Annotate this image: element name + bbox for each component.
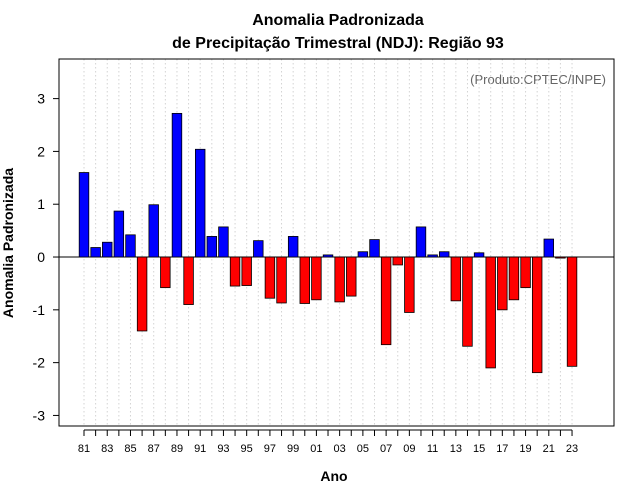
bar-91 <box>194 148 206 258</box>
bar-17 <box>497 256 508 311</box>
bar-87 <box>148 204 159 258</box>
grid-lines <box>59 59 614 426</box>
bar-83 <box>102 241 113 258</box>
y-tick-label: -3 <box>33 407 46 423</box>
bar-23 <box>566 256 578 367</box>
x-tick-label: 09 <box>403 443 415 455</box>
bar-14 <box>462 256 473 347</box>
bar-81 <box>78 172 90 258</box>
x-tick-label: 23 <box>566 443 578 455</box>
x-tick-label: 93 <box>217 443 229 455</box>
y-tick-label: 1 <box>37 196 45 212</box>
bar-22 <box>555 256 566 259</box>
x-tick-label: 17 <box>496 443 508 455</box>
bar-group <box>78 112 578 374</box>
bar-13 <box>450 256 462 302</box>
y-tick-label: 3 <box>37 91 45 107</box>
x-tick-label: 11 <box>427 443 438 455</box>
bar-15 <box>473 252 485 258</box>
x-tick-label: 13 <box>450 443 462 455</box>
bar-16 <box>485 256 496 369</box>
bar-10 <box>415 226 427 258</box>
bar-89 <box>171 112 183 258</box>
bar-18 <box>508 256 520 301</box>
bar-06 <box>369 239 380 258</box>
x-tick-label: 05 <box>357 443 369 455</box>
x-tick-label: 85 <box>124 443 136 455</box>
chart-title-line2: de Precipitação Trimestral (NDJ): Região… <box>172 35 504 52</box>
bar-90 <box>183 256 194 305</box>
bar-88 <box>160 256 171 289</box>
bar-19 <box>520 256 531 289</box>
bar-98 <box>276 256 287 304</box>
x-tick-label: 87 <box>148 443 160 455</box>
bar-97 <box>264 256 276 299</box>
y-tick-label: 2 <box>37 143 45 159</box>
x-tick-label: 83 <box>101 443 113 455</box>
x-tick-label: 03 <box>334 443 346 455</box>
x-tick-label: 07 <box>380 443 392 455</box>
x-tick-label: 21 <box>543 443 555 455</box>
bar-11 <box>427 254 438 258</box>
bar-21 <box>543 238 555 258</box>
bar-92 <box>206 236 218 258</box>
bar-85 <box>125 234 136 258</box>
bar-12 <box>439 251 450 258</box>
bar-86 <box>136 256 148 332</box>
x-tick-label: 95 <box>241 443 253 455</box>
bar-01 <box>311 256 322 301</box>
x-tick-label: 81 <box>78 443 90 455</box>
bar-08 <box>392 256 403 266</box>
x-tick-label: 97 <box>264 443 276 455</box>
y-axis-label: Anomalia Padronizada <box>0 168 16 318</box>
bar-94 <box>229 256 241 287</box>
bar-04 <box>346 256 357 297</box>
plot-frame <box>58 58 615 427</box>
x-axis-label: Ano <box>320 468 347 484</box>
x-tick-label: 01 <box>310 443 322 455</box>
y-tick-label: -2 <box>33 355 46 371</box>
bar-05 <box>357 251 369 258</box>
x-tick-label: 89 <box>171 443 183 455</box>
bar-02 <box>322 254 334 258</box>
bar-93 <box>218 226 229 258</box>
bar-82 <box>90 247 101 258</box>
y-tick-label: 0 <box>37 249 45 265</box>
bar-09 <box>404 256 415 313</box>
bar-00 <box>299 256 310 304</box>
bar-03 <box>334 256 345 303</box>
x-tick-label: 19 <box>519 443 531 455</box>
bar-07 <box>380 256 392 346</box>
bar-96 <box>253 240 264 258</box>
y-tick-label: -1 <box>33 302 46 318</box>
bar-99 <box>287 236 299 258</box>
bar-95 <box>241 256 252 286</box>
x-tick-label: 91 <box>194 443 206 455</box>
chart-title-line1: Anomalia Padronizada <box>252 12 424 29</box>
x-tick-label: 99 <box>287 443 299 455</box>
bar-20 <box>531 256 543 374</box>
bar-84 <box>113 210 125 258</box>
x-tick-label: 15 <box>473 443 485 455</box>
